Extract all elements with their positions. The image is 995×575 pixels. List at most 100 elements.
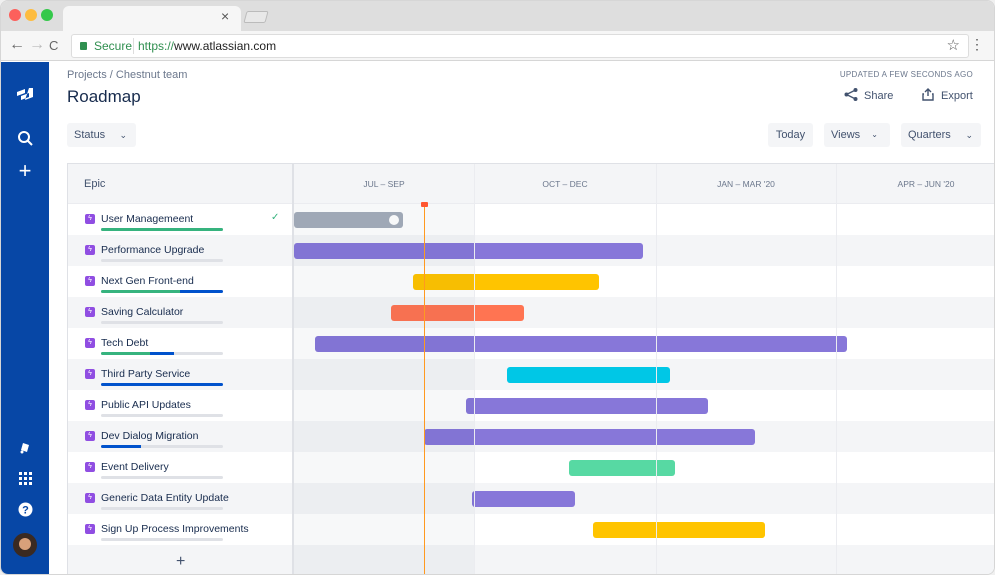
quarter-header: JAN – MAR '20 bbox=[717, 179, 775, 189]
epic-row[interactable]: ϟ Event Delivery bbox=[68, 452, 994, 483]
share-icon bbox=[844, 88, 858, 101]
updated-status: UPDATED A FEW SECONDS AGO bbox=[839, 70, 973, 79]
timeline-bar[interactable] bbox=[569, 460, 675, 476]
timeline-bar[interactable] bbox=[472, 491, 575, 507]
epic-icon: ϟ bbox=[85, 245, 95, 255]
progress-bar bbox=[101, 352, 223, 355]
epic-row[interactable]: ϟ Sign Up Process Improvements bbox=[68, 514, 994, 545]
progress-bar bbox=[101, 321, 223, 324]
help-icon[interactable]: ? bbox=[1, 502, 49, 522]
quarter-header: JUL – SEP bbox=[363, 179, 405, 189]
epic-name[interactable]: Tech Debt bbox=[101, 337, 149, 349]
roadmap-grid: Epic JUL – SEP OCT – DEC JAN – MAR '20 A… bbox=[67, 163, 994, 574]
epic-name[interactable]: Third Party Service bbox=[101, 368, 191, 380]
timeline-bar[interactable] bbox=[294, 243, 643, 259]
epic-row[interactable]: ϟ Performance Upgrade bbox=[68, 235, 994, 266]
today-button[interactable]: Today bbox=[768, 123, 813, 147]
forward-icon[interactable]: → bbox=[29, 36, 45, 53]
epic-row[interactable]: ϟ Public API Updates bbox=[68, 390, 994, 421]
epic-row[interactable]: ϟ Third Party Service bbox=[68, 359, 994, 390]
epic-name[interactable]: Generic Data Entity Update bbox=[101, 492, 229, 504]
bookmark-star-icon[interactable]: ☆ bbox=[946, 37, 960, 54]
chevron-down-icon: ⌄ bbox=[119, 130, 127, 140]
epic-name[interactable]: Next Gen Front-end bbox=[101, 275, 194, 287]
notifications-icon[interactable] bbox=[1, 440, 49, 459]
panel-divider[interactable] bbox=[292, 164, 294, 574]
address-bar[interactable]: Secure https://www.atlassian.com ☆ bbox=[71, 34, 969, 58]
epic-name[interactable]: Performance Upgrade bbox=[101, 244, 205, 256]
epic-row[interactable]: ϟ User Managemeent ✓ bbox=[68, 204, 994, 235]
timeline-bar[interactable] bbox=[466, 398, 708, 414]
export-icon bbox=[922, 88, 934, 101]
epic-icon: ϟ bbox=[85, 307, 95, 317]
epic-icon: ϟ bbox=[85, 369, 95, 379]
search-icon[interactable] bbox=[1, 130, 49, 151]
progress-bar bbox=[101, 228, 223, 231]
complete-icon bbox=[389, 215, 399, 225]
progress-bar bbox=[101, 414, 223, 417]
grid-header: Epic JUL – SEP OCT – DEC JAN – MAR '20 A… bbox=[68, 164, 994, 204]
progress-bar bbox=[101, 476, 223, 479]
epic-icon: ϟ bbox=[85, 276, 95, 286]
secure-label: Secure bbox=[94, 39, 133, 53]
tab-bar: × bbox=[1, 1, 994, 31]
epic-column-header: Epic bbox=[84, 178, 106, 190]
share-button[interactable]: Share bbox=[844, 88, 893, 102]
progress-bar bbox=[101, 259, 223, 262]
timeline-bar[interactable] bbox=[424, 429, 755, 445]
done-check-icon: ✓ bbox=[271, 212, 280, 223]
reload-icon[interactable]: C bbox=[49, 38, 59, 53]
create-icon[interactable]: + bbox=[18, 158, 32, 183]
quarter-header: APR – JUN '20 bbox=[897, 179, 955, 189]
quarters-dropdown[interactable]: Quarters ⌄ bbox=[901, 123, 981, 147]
epic-row[interactable]: ϟ Generic Data Entity Update bbox=[68, 483, 994, 514]
tab-close-icon[interactable]: × bbox=[221, 8, 230, 24]
epic-icon: ϟ bbox=[85, 524, 95, 534]
epic-name[interactable]: Public API Updates bbox=[101, 399, 191, 411]
chevron-down-icon: ⌄ bbox=[871, 130, 878, 139]
epic-icon: ϟ bbox=[85, 400, 95, 410]
progress-bar bbox=[101, 383, 223, 386]
timeline-bar[interactable] bbox=[413, 274, 599, 290]
browser-toolbar: ← → C Secure https://www.atlassian.com ☆… bbox=[1, 31, 994, 61]
browser-tab[interactable] bbox=[63, 6, 241, 31]
main-content: Projects / Chestnut team Roadmap UPDATED… bbox=[49, 62, 994, 574]
epic-name[interactable]: Event Delivery bbox=[101, 461, 169, 473]
lock-icon bbox=[80, 42, 87, 50]
timeline-bar[interactable] bbox=[315, 336, 847, 352]
browser-menu-icon[interactable]: ⋮ bbox=[970, 36, 984, 52]
epic-row[interactable]: ϟ Tech Debt bbox=[68, 328, 994, 359]
jira-logo-icon[interactable] bbox=[1, 84, 49, 111]
timeline-bar[interactable] bbox=[507, 367, 670, 383]
maximize-window-button[interactable] bbox=[41, 9, 53, 21]
epic-row[interactable]: ϟ Dev Dialog Migration bbox=[68, 421, 994, 452]
chevron-down-icon: ⌄ bbox=[965, 130, 973, 140]
epic-name[interactable]: Dev Dialog Migration bbox=[101, 430, 199, 442]
timeline-bar[interactable] bbox=[294, 212, 403, 228]
breadcrumb[interactable]: Projects / Chestnut team bbox=[67, 69, 188, 81]
page-title: Roadmap bbox=[67, 87, 141, 106]
add-epic-button[interactable]: + bbox=[176, 553, 186, 570]
epic-name[interactable]: Saving Calculator bbox=[101, 306, 184, 318]
epic-icon: ϟ bbox=[85, 462, 95, 472]
minimize-window-button[interactable] bbox=[25, 9, 37, 21]
timeline-bar[interactable] bbox=[593, 522, 765, 538]
today-marker-handle bbox=[421, 202, 428, 207]
progress-bar bbox=[101, 445, 223, 448]
epic-name[interactable]: Sign Up Process Improvements bbox=[101, 523, 249, 535]
epic-name[interactable]: User Managemeent bbox=[101, 213, 194, 225]
progress-bar bbox=[101, 290, 223, 293]
export-button[interactable]: Export bbox=[922, 88, 973, 102]
epic-row[interactable]: ϟ Saving Calculator bbox=[68, 297, 994, 328]
epic-row[interactable]: ϟ Next Gen Front-end bbox=[68, 266, 994, 297]
views-dropdown[interactable]: Views ⌄ bbox=[824, 123, 890, 147]
new-tab-button[interactable] bbox=[243, 11, 269, 23]
back-icon[interactable]: ← bbox=[9, 36, 25, 53]
status-filter-dropdown[interactable]: Status ⌄ bbox=[67, 123, 136, 147]
url-text[interactable]: https://www.atlassian.com bbox=[138, 39, 277, 53]
close-window-button[interactable] bbox=[9, 9, 21, 21]
quarter-header: OCT – DEC bbox=[542, 179, 588, 189]
avatar[interactable] bbox=[1, 532, 49, 563]
app-switcher-icon[interactable] bbox=[1, 472, 49, 490]
